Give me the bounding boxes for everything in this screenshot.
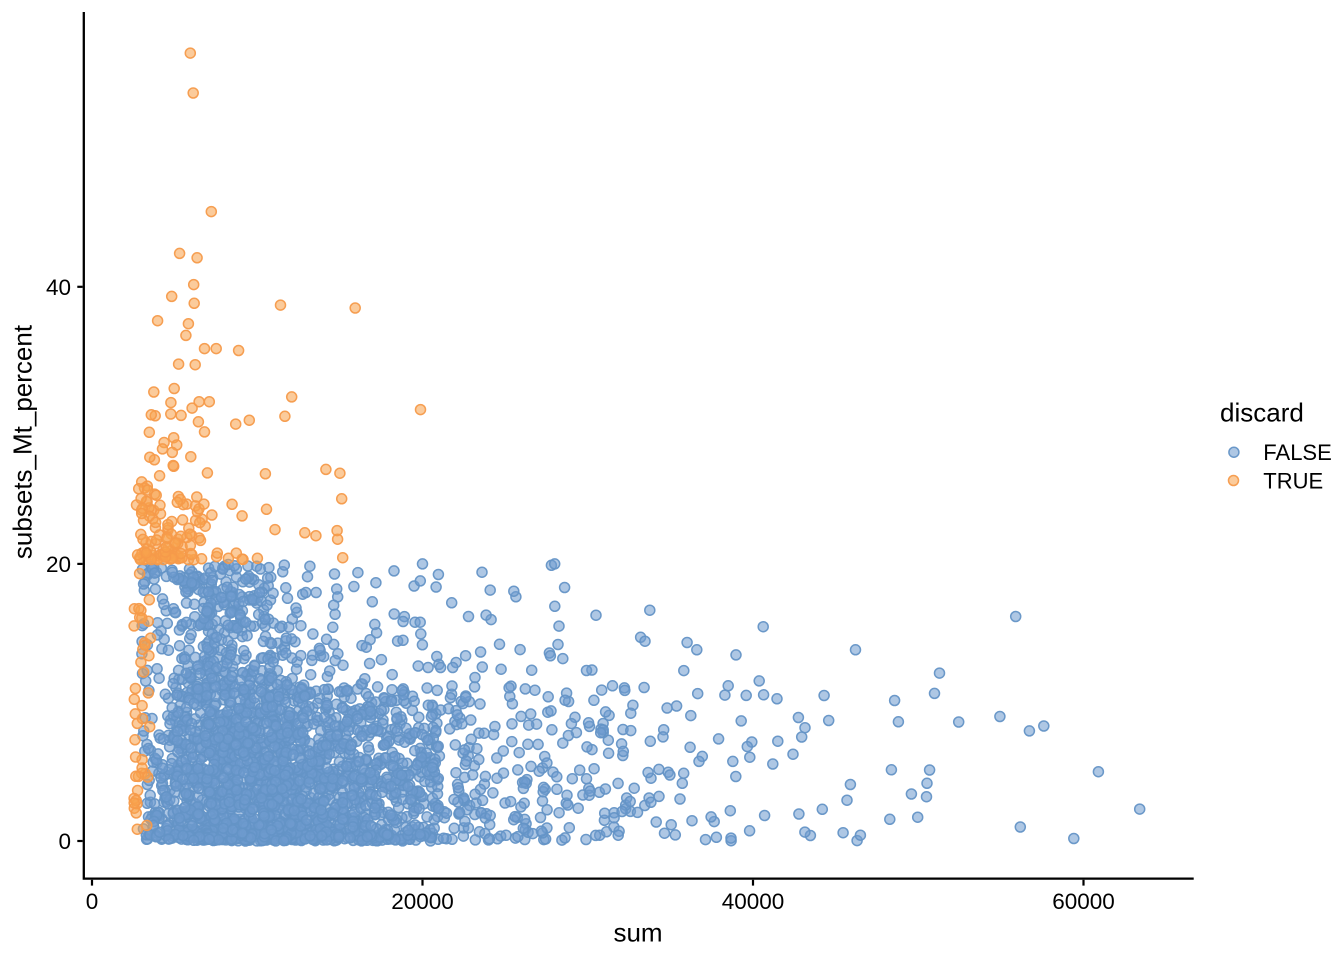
svg-text:40: 40 <box>46 275 71 300</box>
svg-text:sum: sum <box>613 918 662 948</box>
svg-text:20: 20 <box>46 552 71 577</box>
svg-text:60000: 60000 <box>1052 889 1115 914</box>
svg-text:FALSE: FALSE <box>1263 440 1331 465</box>
svg-text:40000: 40000 <box>722 889 785 914</box>
svg-text:TRUE: TRUE <box>1263 468 1323 493</box>
svg-text:0: 0 <box>58 829 71 854</box>
svg-text:0: 0 <box>86 889 99 914</box>
svg-text:discard: discard <box>1220 398 1304 428</box>
svg-text:subsets_Mt_percent: subsets_Mt_percent <box>8 324 38 559</box>
svg-text:20000: 20000 <box>391 889 454 914</box>
